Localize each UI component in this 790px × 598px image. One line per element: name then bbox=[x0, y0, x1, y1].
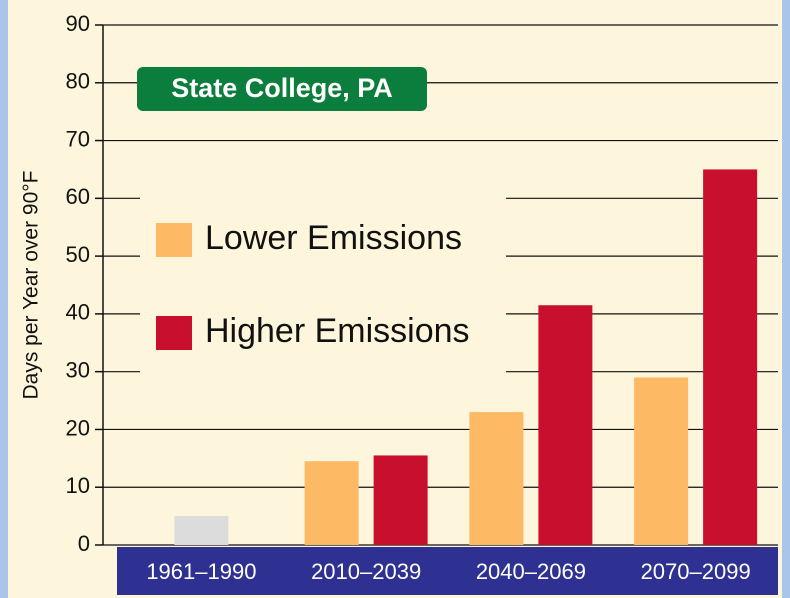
y-axis-label: Days per Year over 90°F bbox=[20, 170, 43, 399]
title-background bbox=[137, 67, 427, 111]
legend-label: Lower Emissions bbox=[205, 219, 462, 257]
y-tick-label: 50 bbox=[66, 242, 90, 267]
x-tick-label: 1961–1990 bbox=[146, 559, 256, 584]
y-tick-label: 70 bbox=[66, 126, 90, 151]
chart-title: State College, PA bbox=[171, 73, 393, 103]
x-tick-label: 2070–2099 bbox=[641, 559, 751, 584]
y-tick-label: 0 bbox=[78, 531, 90, 556]
bar bbox=[373, 455, 428, 545]
bar bbox=[538, 305, 593, 545]
y-tick-label: 80 bbox=[66, 69, 90, 94]
y-tick-label: 10 bbox=[66, 473, 90, 498]
legend-label: Higher Emissions bbox=[205, 312, 470, 350]
x-tick-label: 2040–2069 bbox=[476, 559, 586, 584]
bar bbox=[703, 169, 758, 545]
bar bbox=[304, 461, 359, 545]
bar bbox=[469, 412, 524, 545]
legend-swatch bbox=[156, 316, 192, 350]
bar bbox=[174, 516, 229, 545]
bar bbox=[634, 377, 689, 545]
y-tick-label: 40 bbox=[66, 300, 90, 325]
legend-swatch bbox=[156, 223, 192, 257]
x-axis-strip bbox=[117, 547, 778, 595]
legend-background bbox=[140, 187, 506, 375]
y-tick-label: 20 bbox=[66, 415, 90, 440]
y-tick-label: 60 bbox=[66, 184, 90, 209]
x-tick-label: 2010–2039 bbox=[311, 559, 421, 584]
y-tick-label: 30 bbox=[66, 357, 90, 382]
y-tick-label: 90 bbox=[66, 11, 90, 36]
